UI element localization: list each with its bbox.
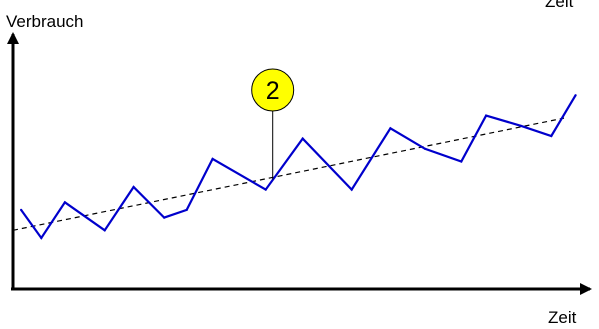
y-axis-label: Verbrauch <box>6 12 84 31</box>
data-point-6 <box>185 208 188 211</box>
data-point-17 <box>574 94 577 97</box>
trendline <box>12 117 565 231</box>
data-point-13 <box>460 160 463 163</box>
data-point-5 <box>163 216 166 219</box>
data-point-8 <box>264 188 267 191</box>
annotation-label-0: 2 <box>266 77 280 105</box>
data-point-4 <box>132 185 135 189</box>
annotation-marker-0 <box>251 68 295 112</box>
data-point-16 <box>550 134 553 138</box>
x-axis-label: Zeit <box>548 308 577 327</box>
data-point-10 <box>350 188 353 191</box>
trendline-layer <box>12 117 565 231</box>
data-point-1 <box>40 236 43 240</box>
data-point-14 <box>485 114 488 117</box>
data-point-12 <box>423 147 427 150</box>
data-point-0 <box>20 208 23 211</box>
series-line-0 <box>20 94 577 240</box>
series-layer <box>20 94 577 240</box>
stray-axis-label: Zeit <box>545 0 574 11</box>
data-point-11 <box>389 127 392 130</box>
data-point-9 <box>301 137 304 140</box>
data-point-2 <box>63 201 66 204</box>
data-point-3 <box>103 229 106 232</box>
annotation-layer: 2 <box>251 68 295 180</box>
data-point-7 <box>211 157 214 160</box>
data-point-15 <box>519 124 522 127</box>
